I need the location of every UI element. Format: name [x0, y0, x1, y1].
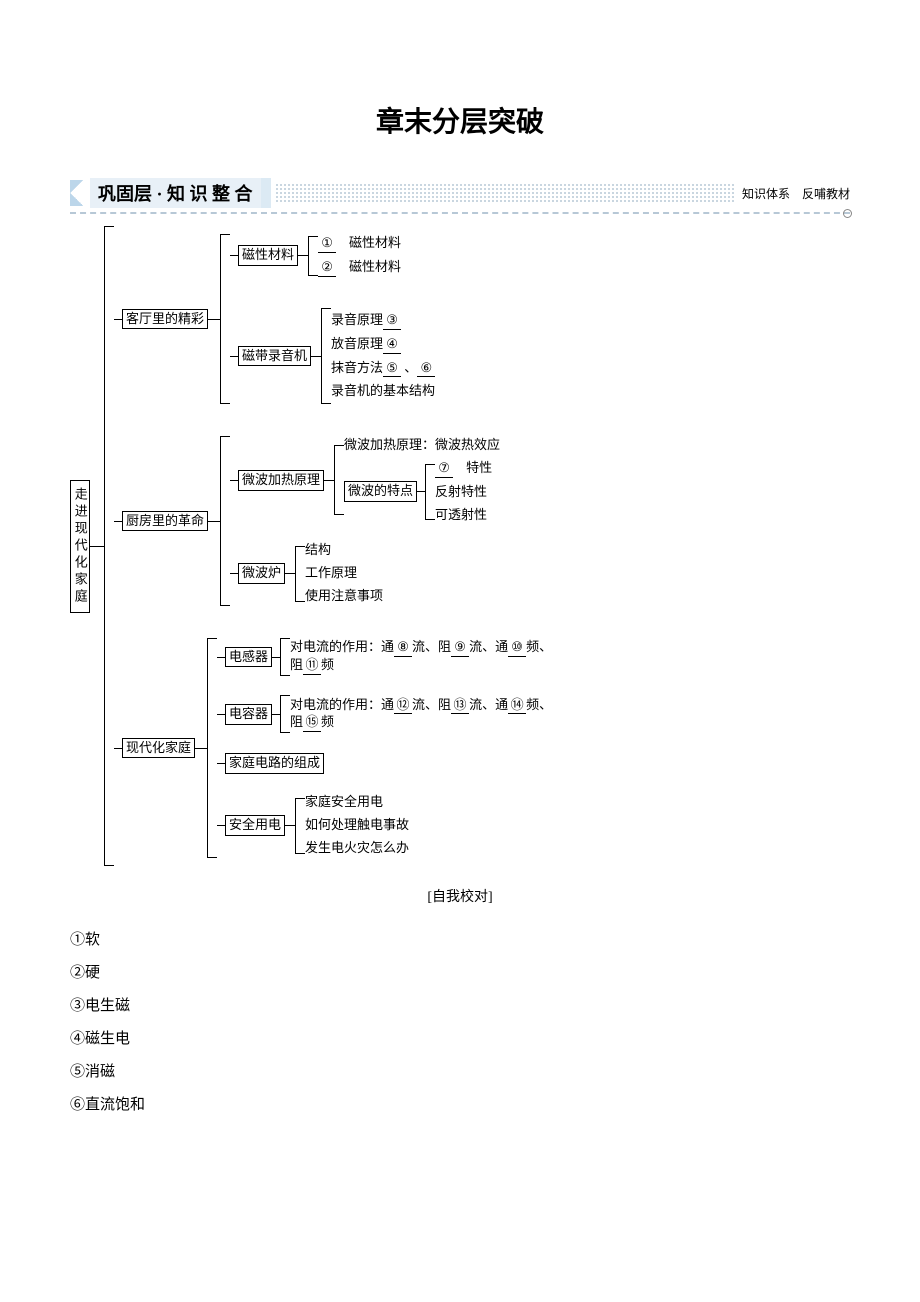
leaf-wbl3: 使用注意事项: [305, 587, 383, 606]
node-safety: 安全用电: [225, 815, 285, 836]
section-dots: [275, 183, 736, 203]
node-microwave-principle: 微波加热原理: [238, 470, 324, 491]
node-microwave-oven: 微波炉: [238, 563, 285, 584]
brace: [104, 226, 114, 866]
section-label: 巩固层 · 知 识 整 合: [90, 178, 271, 208]
leaf-heat-princ: 微波加热原理：微波热效应: [344, 436, 500, 455]
leaf-wbl2: 工作原理: [305, 564, 383, 583]
leaf-struct: 录音机的基本结构: [331, 382, 435, 401]
answer-2: ②硬: [70, 957, 850, 990]
leaf-capacitor-desc: 对电流的作用：通⑫流、阻⑬流、通⑭频、阻⑮频: [290, 696, 552, 734]
leaf-safe3: 发生电火灾怎么办: [305, 839, 409, 858]
section-divider: [70, 212, 850, 214]
page-title: 章末分层突破: [70, 100, 850, 140]
section-arrow-icon: [70, 180, 84, 206]
answer-3: ③电生磁: [70, 990, 850, 1023]
answer-4: ④磁生电: [70, 1023, 850, 1056]
self-check-label: [自我校对]: [70, 886, 850, 906]
node-capacitor: 电容器: [225, 704, 272, 725]
leaf-rec: 录音原理③: [331, 311, 435, 331]
branch-keting: 客厅里的精彩 磁性材料 ① 磁性材料 ② 磁性材料: [114, 234, 552, 404]
leaf-safe1: 家庭安全用电: [305, 793, 409, 812]
node-keting: 客厅里的精彩: [122, 309, 208, 330]
leaf-safe2: 如何处理触电事故: [305, 816, 409, 835]
node-microwave-feature: 微波的特点: [344, 481, 417, 502]
section-header: 巩固层 · 知 识 整 合 知识体系 反哺教材: [70, 180, 850, 206]
leaf-feat3: 可透射性: [435, 506, 492, 525]
node-chufang: 厨房里的革命: [122, 511, 208, 532]
leaf-play: 放音原理④: [331, 335, 435, 355]
answer-6: ⑥直流饱和: [70, 1089, 850, 1122]
concept-diagram: 走进现代化家庭 客厅里的精彩: [70, 226, 850, 866]
answer-1: ①软: [70, 924, 850, 957]
leaf-erase: 抹音方法⑤ 、⑥: [331, 359, 435, 379]
leaf-hard-mag: ② 磁性材料: [318, 258, 401, 278]
leaf-soft-mag: ① 磁性材料: [318, 234, 401, 254]
node-circuit: 家庭电路的组成: [225, 753, 324, 774]
answer-5: ⑤消磁: [70, 1056, 850, 1089]
leaf-wbl1: 结构: [305, 541, 383, 560]
leaf-feat2: 反射特性: [435, 483, 492, 502]
branch-chufang: 厨房里的革命 微波加热原理 微波加热原理：微波热效应: [114, 436, 552, 606]
node-recorder: 磁带录音机: [238, 346, 311, 367]
branch-jiating: 现代化家庭 电感器 对电流的作用：通⑧流、阻⑨流、通⑩频、阻⑪频: [114, 638, 552, 858]
node-jiating: 现代化家庭: [122, 738, 195, 759]
answers-list: ①软 ②硬 ③电生磁 ④磁生电 ⑤消磁 ⑥直流饱和: [70, 924, 850, 1122]
section-sub: 知识体系 反哺教材: [742, 185, 850, 202]
node-inductor: 电感器: [225, 647, 272, 668]
leaf-feat1: ⑦ 特性: [435, 459, 492, 479]
connector: [90, 546, 104, 547]
node-cixing: 磁性材料: [238, 245, 298, 266]
leaf-inductor-desc: 对电流的作用：通⑧流、阻⑨流、通⑩频、阻⑪频: [290, 638, 552, 676]
root-label: 走进现代化家庭: [70, 487, 90, 606]
root-node: 走进现代化家庭: [70, 480, 90, 613]
